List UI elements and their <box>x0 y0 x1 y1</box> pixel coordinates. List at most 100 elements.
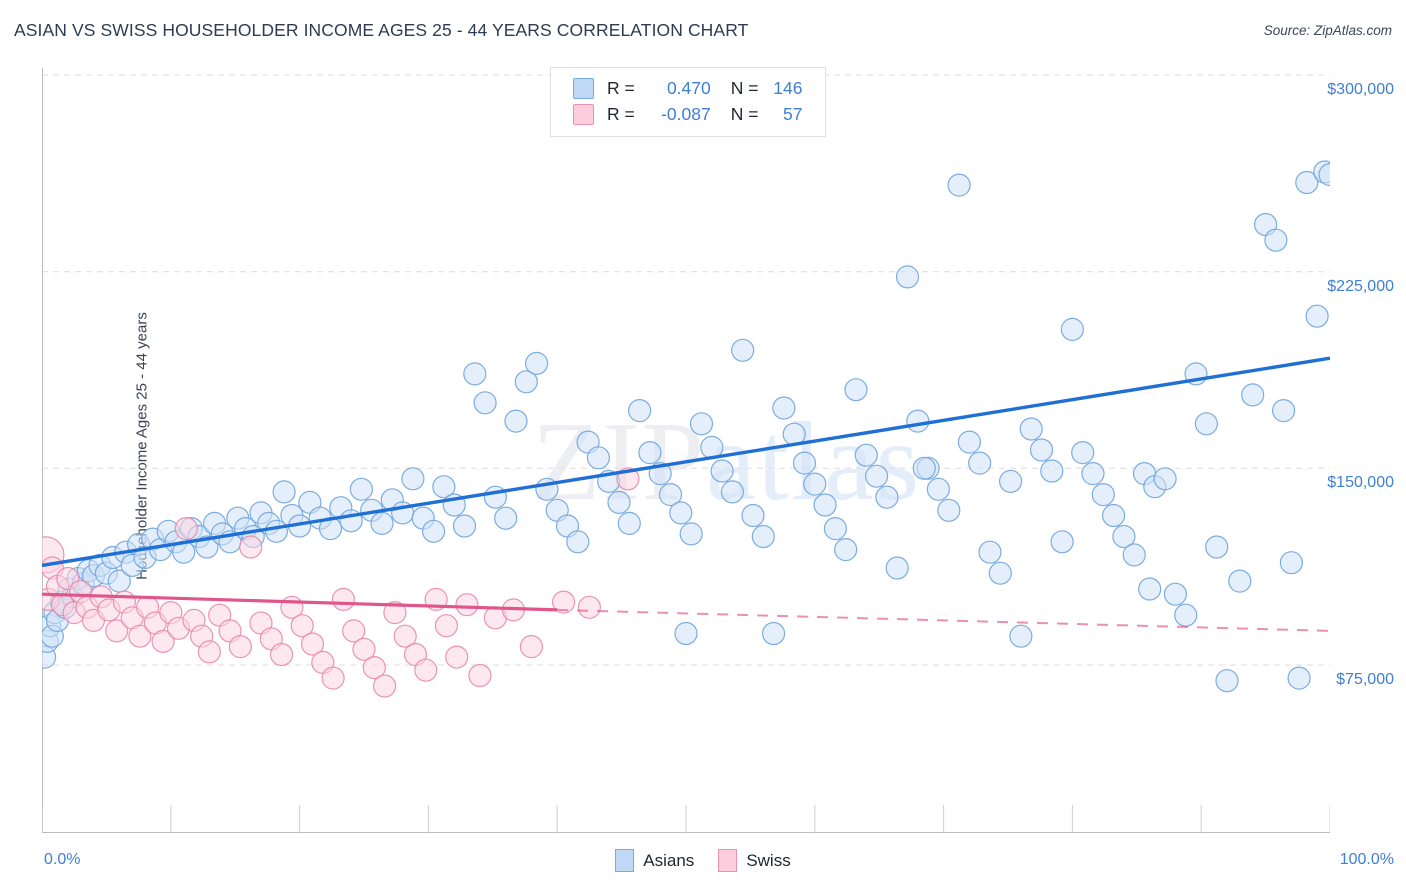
x-axis-min-label: 0.0% <box>44 851 81 868</box>
data-point <box>195 535 219 559</box>
data-point <box>1264 228 1288 252</box>
data-point <box>803 472 827 496</box>
data-point <box>1112 524 1136 549</box>
data-point <box>401 467 425 491</box>
data-point <box>577 595 602 619</box>
data-point <box>1205 535 1229 559</box>
data-point <box>373 674 397 698</box>
data-point <box>370 511 394 535</box>
data-point <box>483 485 507 509</box>
data-point <box>551 590 576 614</box>
data-point <box>864 464 889 488</box>
data-point <box>352 637 376 661</box>
asians-n-value: 146 <box>773 77 803 98</box>
data-point <box>432 475 456 499</box>
data-point <box>813 493 837 517</box>
data-point <box>761 621 786 646</box>
data-point <box>834 538 858 562</box>
data-point <box>1318 163 1330 187</box>
data-point <box>519 634 543 659</box>
data-point <box>658 483 683 507</box>
data-point <box>105 619 129 643</box>
data-point <box>321 666 345 690</box>
swiss-n-value: 57 <box>783 103 803 124</box>
data-point <box>689 412 714 436</box>
data-point <box>895 265 920 289</box>
data-point <box>504 409 528 433</box>
asians-n-label: N = <box>730 77 759 98</box>
data-point <box>617 511 641 535</box>
swiss-legend-label: Swiss <box>746 850 791 870</box>
data-point <box>331 587 355 612</box>
data-point <box>937 498 961 522</box>
data-point <box>1271 399 1296 423</box>
data-point <box>674 621 698 646</box>
data-point <box>1138 577 1162 601</box>
asians-swatch-icon <box>573 77 594 99</box>
data-point <box>494 506 518 530</box>
asians-r-label: R = <box>607 77 635 98</box>
data-point <box>1163 582 1188 606</box>
data-point <box>383 600 407 625</box>
data-point <box>1019 417 1043 441</box>
data-point <box>1287 666 1311 690</box>
data-point <box>957 430 982 454</box>
data-point <box>875 485 899 509</box>
series-swiss <box>42 467 640 698</box>
data-point <box>1305 304 1329 328</box>
scatter-plot-svg <box>42 68 1330 833</box>
data-point <box>239 535 263 559</box>
data-point <box>1241 383 1265 407</box>
trendline-asians <box>42 356 1330 568</box>
data-point <box>1101 503 1126 528</box>
data-point <box>720 480 745 504</box>
asians-legend-swatch-icon <box>615 849 635 872</box>
stats-row-asians: R = 0.470 N = 146 <box>551 75 825 101</box>
data-point <box>468 663 492 688</box>
data-point <box>741 503 765 528</box>
data-point <box>174 517 198 541</box>
data-point <box>947 173 971 197</box>
data-point <box>1081 462 1105 486</box>
data-point <box>978 540 1002 564</box>
data-point <box>414 658 438 682</box>
data-point <box>1153 467 1177 491</box>
data-point <box>1228 569 1252 593</box>
data-point <box>607 490 631 514</box>
data-point <box>422 519 446 543</box>
legend-item-swiss[interactable]: Swiss <box>718 849 791 872</box>
trendline-swiss <box>42 592 558 612</box>
data-point <box>885 556 909 580</box>
y-tick-label: $225,000 <box>1327 277 1394 295</box>
data-point <box>1091 483 1115 507</box>
x-axis-max-label: 100.0% <box>1339 851 1394 868</box>
data-point <box>627 399 652 423</box>
data-point <box>772 396 796 420</box>
data-point <box>751 524 775 549</box>
data-point <box>128 624 152 648</box>
data-point <box>638 441 662 465</box>
data-point <box>988 561 1012 585</box>
asians-r-value: 0.470 <box>666 77 711 98</box>
data-point <box>854 443 878 467</box>
data-point <box>1071 441 1095 465</box>
data-point <box>151 629 175 654</box>
data-point <box>926 477 951 501</box>
swiss-r-label: R = <box>607 103 635 124</box>
data-point <box>823 517 848 541</box>
legend-item-asians[interactable]: Asians <box>615 849 694 872</box>
data-point <box>463 362 487 386</box>
data-point <box>912 456 936 480</box>
trendline-swiss-extrapolated <box>557 608 1330 632</box>
plot-area: ZIPatlas <box>42 68 1330 833</box>
stats-row-swiss: R = -0.087 N = 57 <box>551 101 825 127</box>
data-point <box>434 614 458 638</box>
data-point <box>1050 530 1074 554</box>
data-point <box>197 640 221 664</box>
series-legend: Asians Swiss <box>0 849 1406 872</box>
data-point <box>998 469 1023 493</box>
data-point <box>445 645 469 669</box>
data-point <box>710 459 734 483</box>
data-point <box>669 501 693 525</box>
